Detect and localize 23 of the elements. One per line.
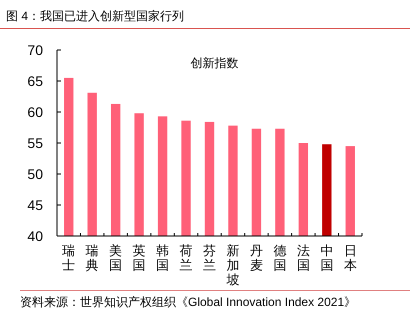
x-tick-label: 中国 (320, 243, 334, 272)
text: 创新指数 (190, 56, 238, 70)
y-tick-label: 40 (27, 228, 44, 244)
y-tick-label: 50 (27, 166, 44, 182)
x-tick-label: 韩国 (156, 243, 170, 272)
chart-title: 图 4：我国已进入创新型国家行列 (6, 9, 184, 23)
x-tick-label: 瑞典 (86, 243, 99, 272)
x-tick-label: 英国 (132, 243, 146, 272)
x-tick-label: 法国 (296, 243, 310, 272)
y-tick-label: 45 (27, 197, 44, 213)
y-tick-label: 65 (27, 73, 44, 89)
text: 资料来源：世界知识产权组织《Global Innovation Index 2021》 (20, 295, 356, 309)
x-tick-label: 日本 (344, 243, 357, 272)
x-tick-label: 瑞士 (62, 243, 76, 272)
x-tick-label: 美国 (109, 243, 122, 272)
y-tick-label: 60 (27, 104, 44, 120)
x-tick-label: 丹麦 (250, 243, 263, 272)
y-tick-label: 55 (27, 135, 44, 151)
x-tick-label: 新加坡 (225, 243, 240, 287)
x-tick-label: 德国 (273, 243, 286, 272)
x-tick-label: 芬兰 (203, 243, 216, 272)
x-tick-label: 荷兰 (180, 243, 193, 272)
y-tick-label: 70 (27, 42, 44, 58)
